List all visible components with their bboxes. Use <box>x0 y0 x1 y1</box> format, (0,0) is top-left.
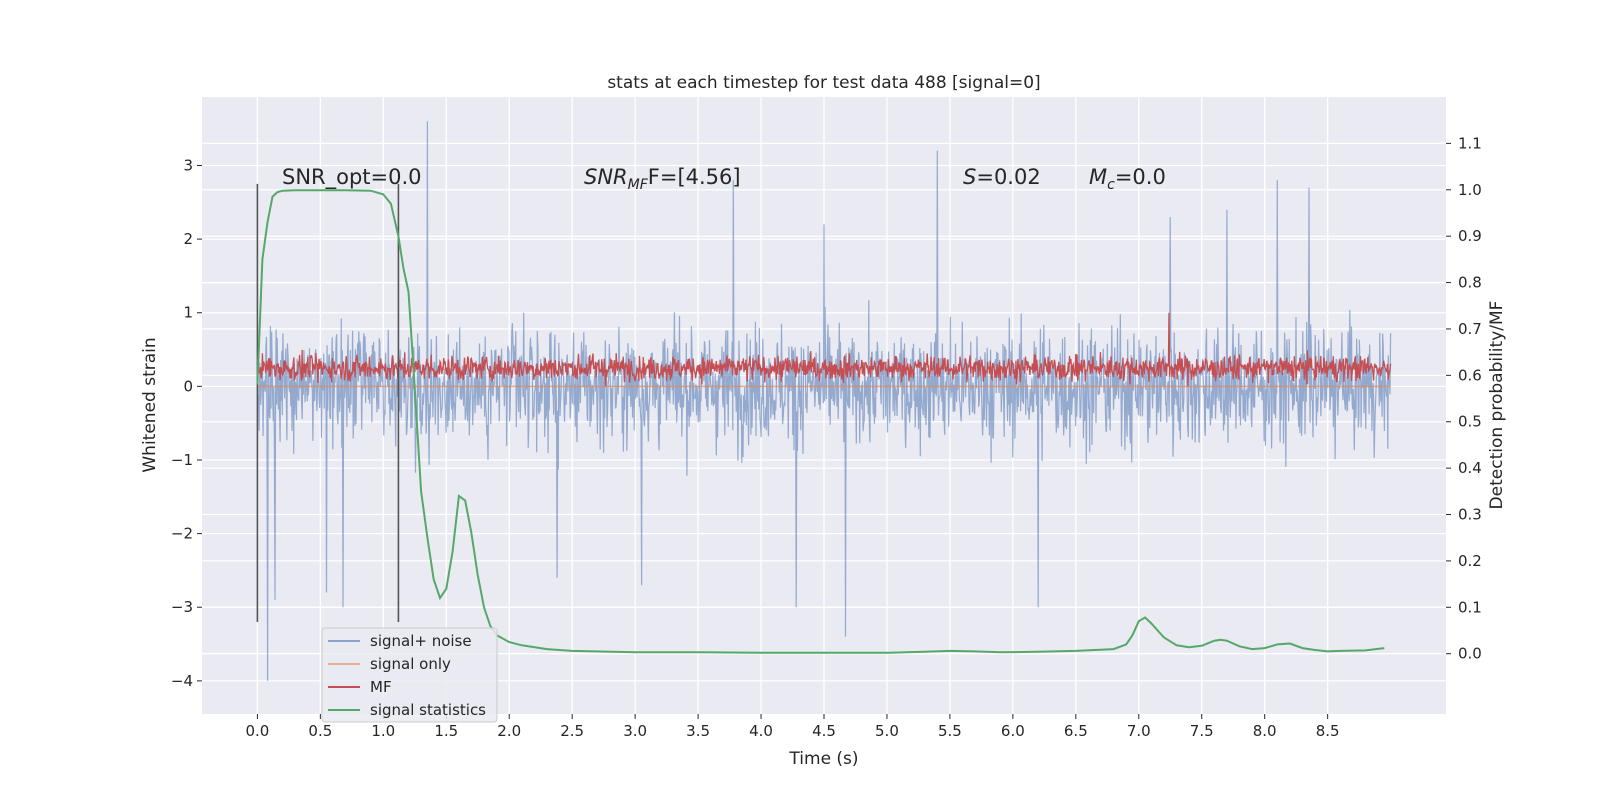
x-tick-label: 2.5 <box>560 722 584 740</box>
y-right-tick-label: 0.5 <box>1458 413 1482 431</box>
y-left-tick-label: −1 <box>171 451 193 469</box>
y-axis-left-ticks: 3 2 1 0 −1 −2 −3 −4 <box>171 156 202 690</box>
y-axis-right-label: Detection probability/MF <box>1487 301 1507 510</box>
x-tick-label: 7.0 <box>1127 722 1151 740</box>
y-left-tick-label: 1 <box>183 304 193 322</box>
y-left-tick-label: 2 <box>183 230 193 248</box>
y-left-tick-label: 0 <box>183 377 193 395</box>
x-tick-label: 2.0 <box>497 722 521 740</box>
annotation-mc-sub: c <box>1107 177 1115 193</box>
x-axis-label: Time (s) <box>788 749 858 769</box>
annotation-s-value: =0.02 <box>976 165 1040 189</box>
y-right-tick-label: 0.8 <box>1458 274 1482 292</box>
x-tick-label: 5.0 <box>875 722 899 740</box>
legend: signal+ noise signal only MF signal stat… <box>321 627 498 723</box>
annotation-mc-label: M <box>1089 165 1107 189</box>
series-signal-statistics <box>256 189 1385 654</box>
x-tick-label: 7.5 <box>1190 722 1214 740</box>
annotation-mc-value: =0.0 <box>1115 165 1166 189</box>
y-axis-right-ticks: 1.1 1.0 0.9 0.8 0.7 0.6 0.5 0.4 0.3 0.2 0.1 0.0 <box>1446 134 1482 663</box>
y-right-tick-label: 1.1 <box>1458 134 1482 152</box>
series-mf <box>256 312 1392 387</box>
legend-box <box>321 627 498 723</box>
signal-noise-line <box>256 121 1392 681</box>
x-tick-label: 3.0 <box>623 722 647 740</box>
annotation-snr-mf: SNRMFF=[4.56] <box>584 165 741 193</box>
y-right-tick-label: 0.9 <box>1458 227 1482 245</box>
annotation-s-label: S <box>963 165 976 189</box>
x-tick-label: 0.5 <box>308 722 332 740</box>
x-axis-ticks: 0.0 0.5 1.0 1.5 2.0 2.5 3.0 3.5 4.0 4.5 5.0 5.5 6.0 6… <box>245 714 1340 740</box>
annotation-s: S=0.02 <box>963 165 1041 189</box>
y-right-tick-label: 0.6 <box>1458 366 1482 384</box>
x-tick-label: 8.0 <box>1253 722 1277 740</box>
chart-title: stats at each timestep for test data 488… <box>607 73 1040 93</box>
x-tick-label: 6.0 <box>1001 722 1025 740</box>
annotation-snr-opt: SNR_opt=0.0 <box>282 165 422 190</box>
annotation-snr-mf-sub: MF <box>628 177 649 193</box>
x-tick-label: 6.5 <box>1064 722 1088 740</box>
x-tick-label: 3.5 <box>686 722 710 740</box>
vertical-markers <box>256 183 400 622</box>
x-tick-label: 5.5 <box>938 722 962 740</box>
x-tick-label: 4.5 <box>812 722 836 740</box>
y-left-tick-label: −2 <box>171 525 193 543</box>
legend-label-signal-noise: signal+ noise <box>370 632 472 650</box>
x-tick-label: 1.5 <box>434 722 458 740</box>
y-right-tick-label: 0.7 <box>1458 320 1482 338</box>
mf-line <box>256 312 1392 387</box>
y-right-tick-label: 0.0 <box>1458 645 1482 663</box>
y-right-tick-label: 0.1 <box>1458 598 1482 616</box>
y-right-tick-label: 0.2 <box>1458 552 1482 570</box>
annotation-snr-mf-base: SNR <box>584 165 628 189</box>
signal-statistics-line <box>256 189 1385 654</box>
annotation-snr-mf-value: F=[4.56] <box>648 165 741 189</box>
y-right-tick-label: 0.3 <box>1458 506 1482 524</box>
x-tick-label: 1.0 <box>371 722 395 740</box>
y-left-tick-label: 3 <box>183 156 193 174</box>
x-tick-label: 8.5 <box>1316 722 1340 740</box>
y-right-tick-label: 0.4 <box>1458 459 1482 477</box>
y-right-tick-label: 1.0 <box>1458 181 1482 199</box>
legend-label-signal-statistics: signal statistics <box>370 701 486 719</box>
x-tick-label: 4.0 <box>749 722 773 740</box>
series-signal-noise <box>256 121 1392 681</box>
legend-label-mf: MF <box>370 678 392 696</box>
y-left-tick-label: −3 <box>171 598 193 616</box>
legend-label-signal-only: signal only <box>370 655 451 673</box>
annotation-mc: Mc=0.0 <box>1089 165 1166 193</box>
y-left-tick-label: −4 <box>171 672 193 690</box>
y-axis-left-label: Whitened strain <box>140 337 160 472</box>
x-tick-label: 0.0 <box>245 722 269 740</box>
